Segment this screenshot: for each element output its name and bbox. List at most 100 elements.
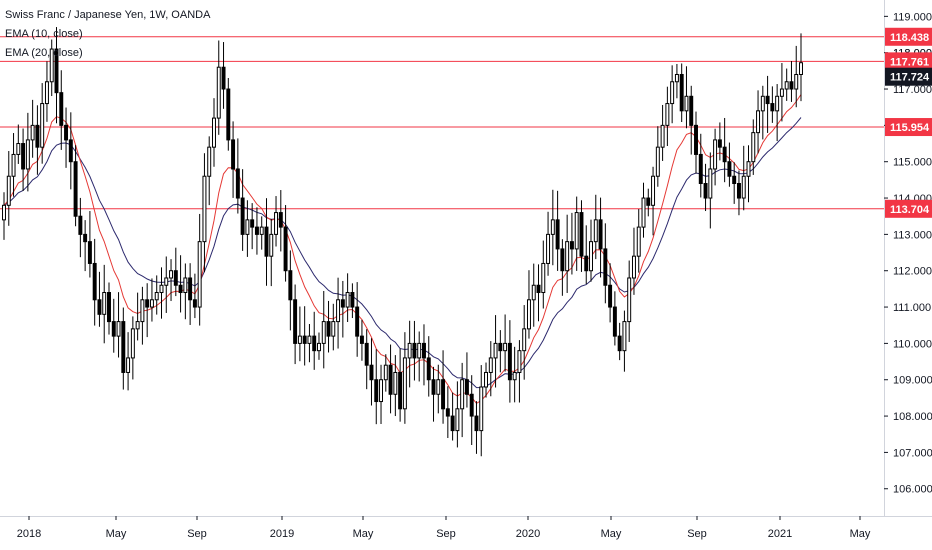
- candle[interactable]: [326, 300, 331, 353]
- candle[interactable]: [507, 320, 512, 403]
- candle[interactable]: [589, 219, 593, 282]
- candle[interactable]: [684, 66, 689, 129]
- candle[interactable]: [421, 324, 426, 386]
- candle[interactable]: [6, 151, 11, 226]
- candle[interactable]: [794, 45, 799, 108]
- candle[interactable]: [159, 267, 164, 319]
- candle[interactable]: [25, 112, 30, 192]
- candle[interactable]: [297, 306, 302, 362]
- candle[interactable]: [464, 352, 469, 408]
- candle[interactable]: [35, 105, 40, 175]
- candle[interactable]: [593, 194, 598, 260]
- candle[interactable]: [188, 263, 193, 325]
- candle[interactable]: [274, 196, 279, 247]
- candle[interactable]: [197, 213, 202, 326]
- candle[interactable]: [631, 227, 636, 295]
- candle[interactable]: [799, 33, 803, 102]
- candle[interactable]: [235, 138, 240, 214]
- candle[interactable]: [474, 401, 479, 454]
- candle[interactable]: [126, 332, 131, 391]
- candle[interactable]: [40, 83, 45, 164]
- candle[interactable]: [493, 315, 498, 388]
- candle[interactable]: [484, 362, 488, 398]
- candle[interactable]: [722, 117, 727, 183]
- candle[interactable]: [283, 205, 288, 282]
- candle[interactable]: [278, 190, 283, 252]
- candle[interactable]: [331, 303, 336, 351]
- candle[interactable]: [407, 320, 412, 388]
- candle[interactable]: [169, 259, 174, 302]
- candle[interactable]: [192, 273, 197, 319]
- candle[interactable]: [59, 70, 64, 150]
- candle[interactable]: [254, 207, 259, 255]
- candle[interactable]: [598, 197, 603, 278]
- candle[interactable]: [746, 145, 751, 203]
- candle[interactable]: [565, 214, 570, 293]
- candle[interactable]: [374, 349, 379, 425]
- candle[interactable]: [703, 163, 708, 212]
- candle[interactable]: [627, 260, 632, 342]
- candle[interactable]: [574, 196, 579, 271]
- candle[interactable]: [679, 63, 684, 123]
- candle[interactable]: [83, 220, 88, 272]
- candle[interactable]: [383, 354, 388, 392]
- candle[interactable]: [364, 329, 369, 390]
- candle[interactable]: [207, 136, 212, 206]
- candle[interactable]: [97, 271, 102, 327]
- candle[interactable]: [708, 152, 713, 229]
- candle[interactable]: [87, 211, 92, 278]
- candle[interactable]: [149, 278, 154, 322]
- candle[interactable]: [612, 291, 617, 346]
- candle[interactable]: [694, 111, 698, 174]
- candle[interactable]: [436, 364, 441, 414]
- candle[interactable]: [512, 346, 517, 403]
- candle[interactable]: [498, 330, 503, 373]
- candle[interactable]: [302, 306, 307, 366]
- candle[interactable]: [732, 162, 737, 204]
- candle[interactable]: [536, 264, 541, 322]
- candle[interactable]: [259, 216, 264, 250]
- candle[interactable]: [73, 145, 78, 227]
- candle[interactable]: [312, 311, 317, 370]
- candle[interactable]: [541, 240, 546, 309]
- candle[interactable]: [784, 68, 789, 101]
- candle[interactable]: [741, 145, 746, 211]
- candle[interactable]: [212, 98, 216, 167]
- candle[interactable]: [560, 239, 565, 296]
- candle[interactable]: [584, 225, 589, 284]
- candle[interactable]: [336, 277, 341, 349]
- candle[interactable]: [655, 126, 660, 187]
- candle[interactable]: [216, 40, 221, 135]
- candle[interactable]: [503, 314, 508, 372]
- candle[interactable]: [102, 264, 107, 344]
- candle[interactable]: [622, 310, 627, 372]
- candle[interactable]: [178, 255, 183, 313]
- candle[interactable]: [245, 200, 250, 257]
- candle[interactable]: [689, 85, 694, 155]
- candle[interactable]: [340, 280, 345, 338]
- candle[interactable]: [412, 320, 417, 381]
- candle[interactable]: [417, 331, 422, 382]
- candle[interactable]: [522, 305, 527, 380]
- candle[interactable]: [460, 362, 465, 438]
- candle[interactable]: [350, 283, 355, 319]
- time-axis[interactable]: 2018 May Sep 2019 May Sep 2020 May Sep 2021 May: [17, 516, 871, 540]
- candle[interactable]: [779, 63, 784, 122]
- candle[interactable]: [636, 209, 641, 273]
- candle[interactable]: [92, 238, 97, 326]
- candle[interactable]: [379, 364, 384, 425]
- candle[interactable]: [770, 86, 775, 123]
- candles[interactable]: [2, 27, 803, 457]
- candle[interactable]: [751, 119, 756, 175]
- candle[interactable]: [16, 124, 21, 164]
- candle[interactable]: [450, 392, 455, 441]
- candle[interactable]: [531, 263, 536, 327]
- candle[interactable]: [617, 322, 622, 361]
- candle[interactable]: [307, 324, 312, 363]
- candle[interactable]: [756, 90, 761, 154]
- candle[interactable]: [603, 223, 608, 304]
- candle[interactable]: [355, 282, 360, 357]
- candle[interactable]: [555, 190, 560, 271]
- candle[interactable]: [608, 263, 613, 323]
